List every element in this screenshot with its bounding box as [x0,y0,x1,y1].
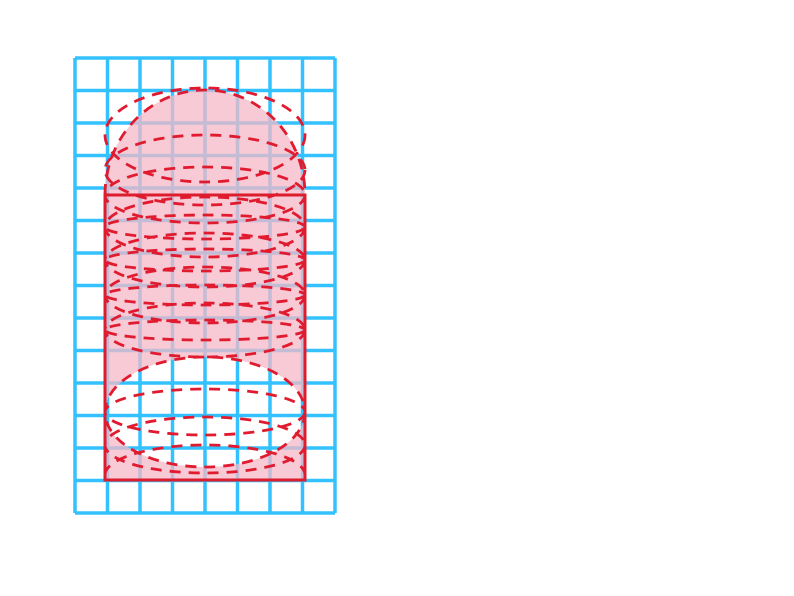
diagram-canvas [0,0,794,596]
